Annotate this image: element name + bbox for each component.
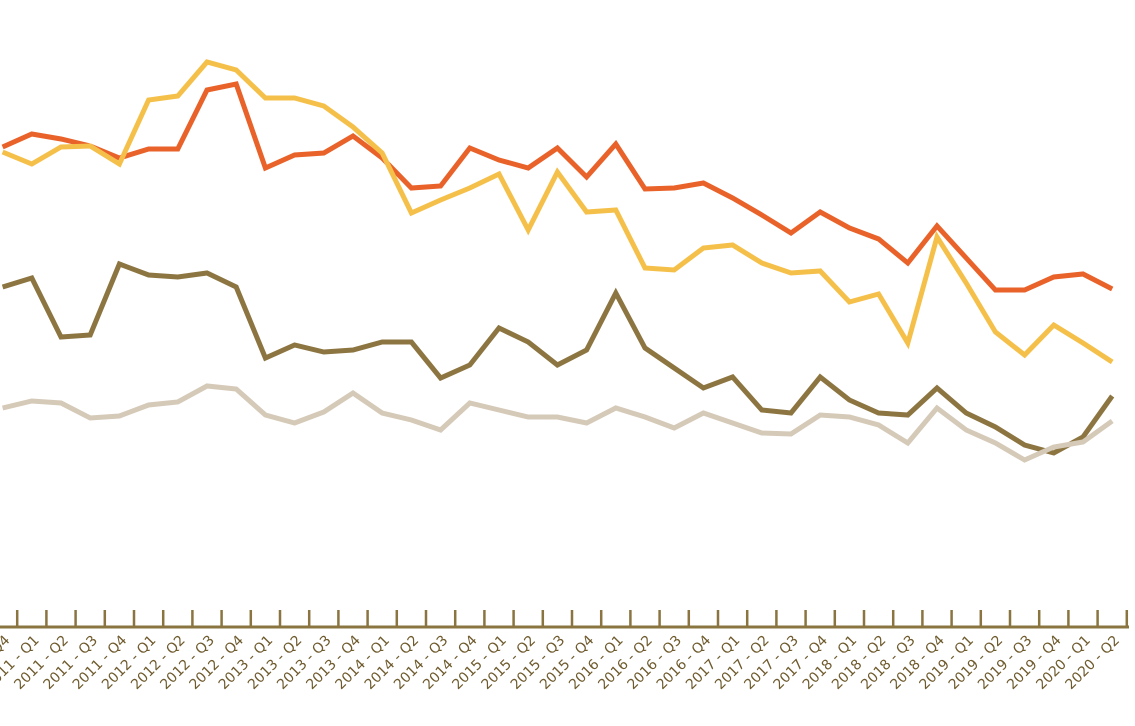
series-lines <box>1 59 1115 463</box>
x-axis <box>0 610 1129 629</box>
series-line-3 <box>1 260 1115 456</box>
series-line-1 <box>1 81 1114 293</box>
series-line-2 <box>1 59 1114 365</box>
series-line-4 <box>2 383 1114 463</box>
